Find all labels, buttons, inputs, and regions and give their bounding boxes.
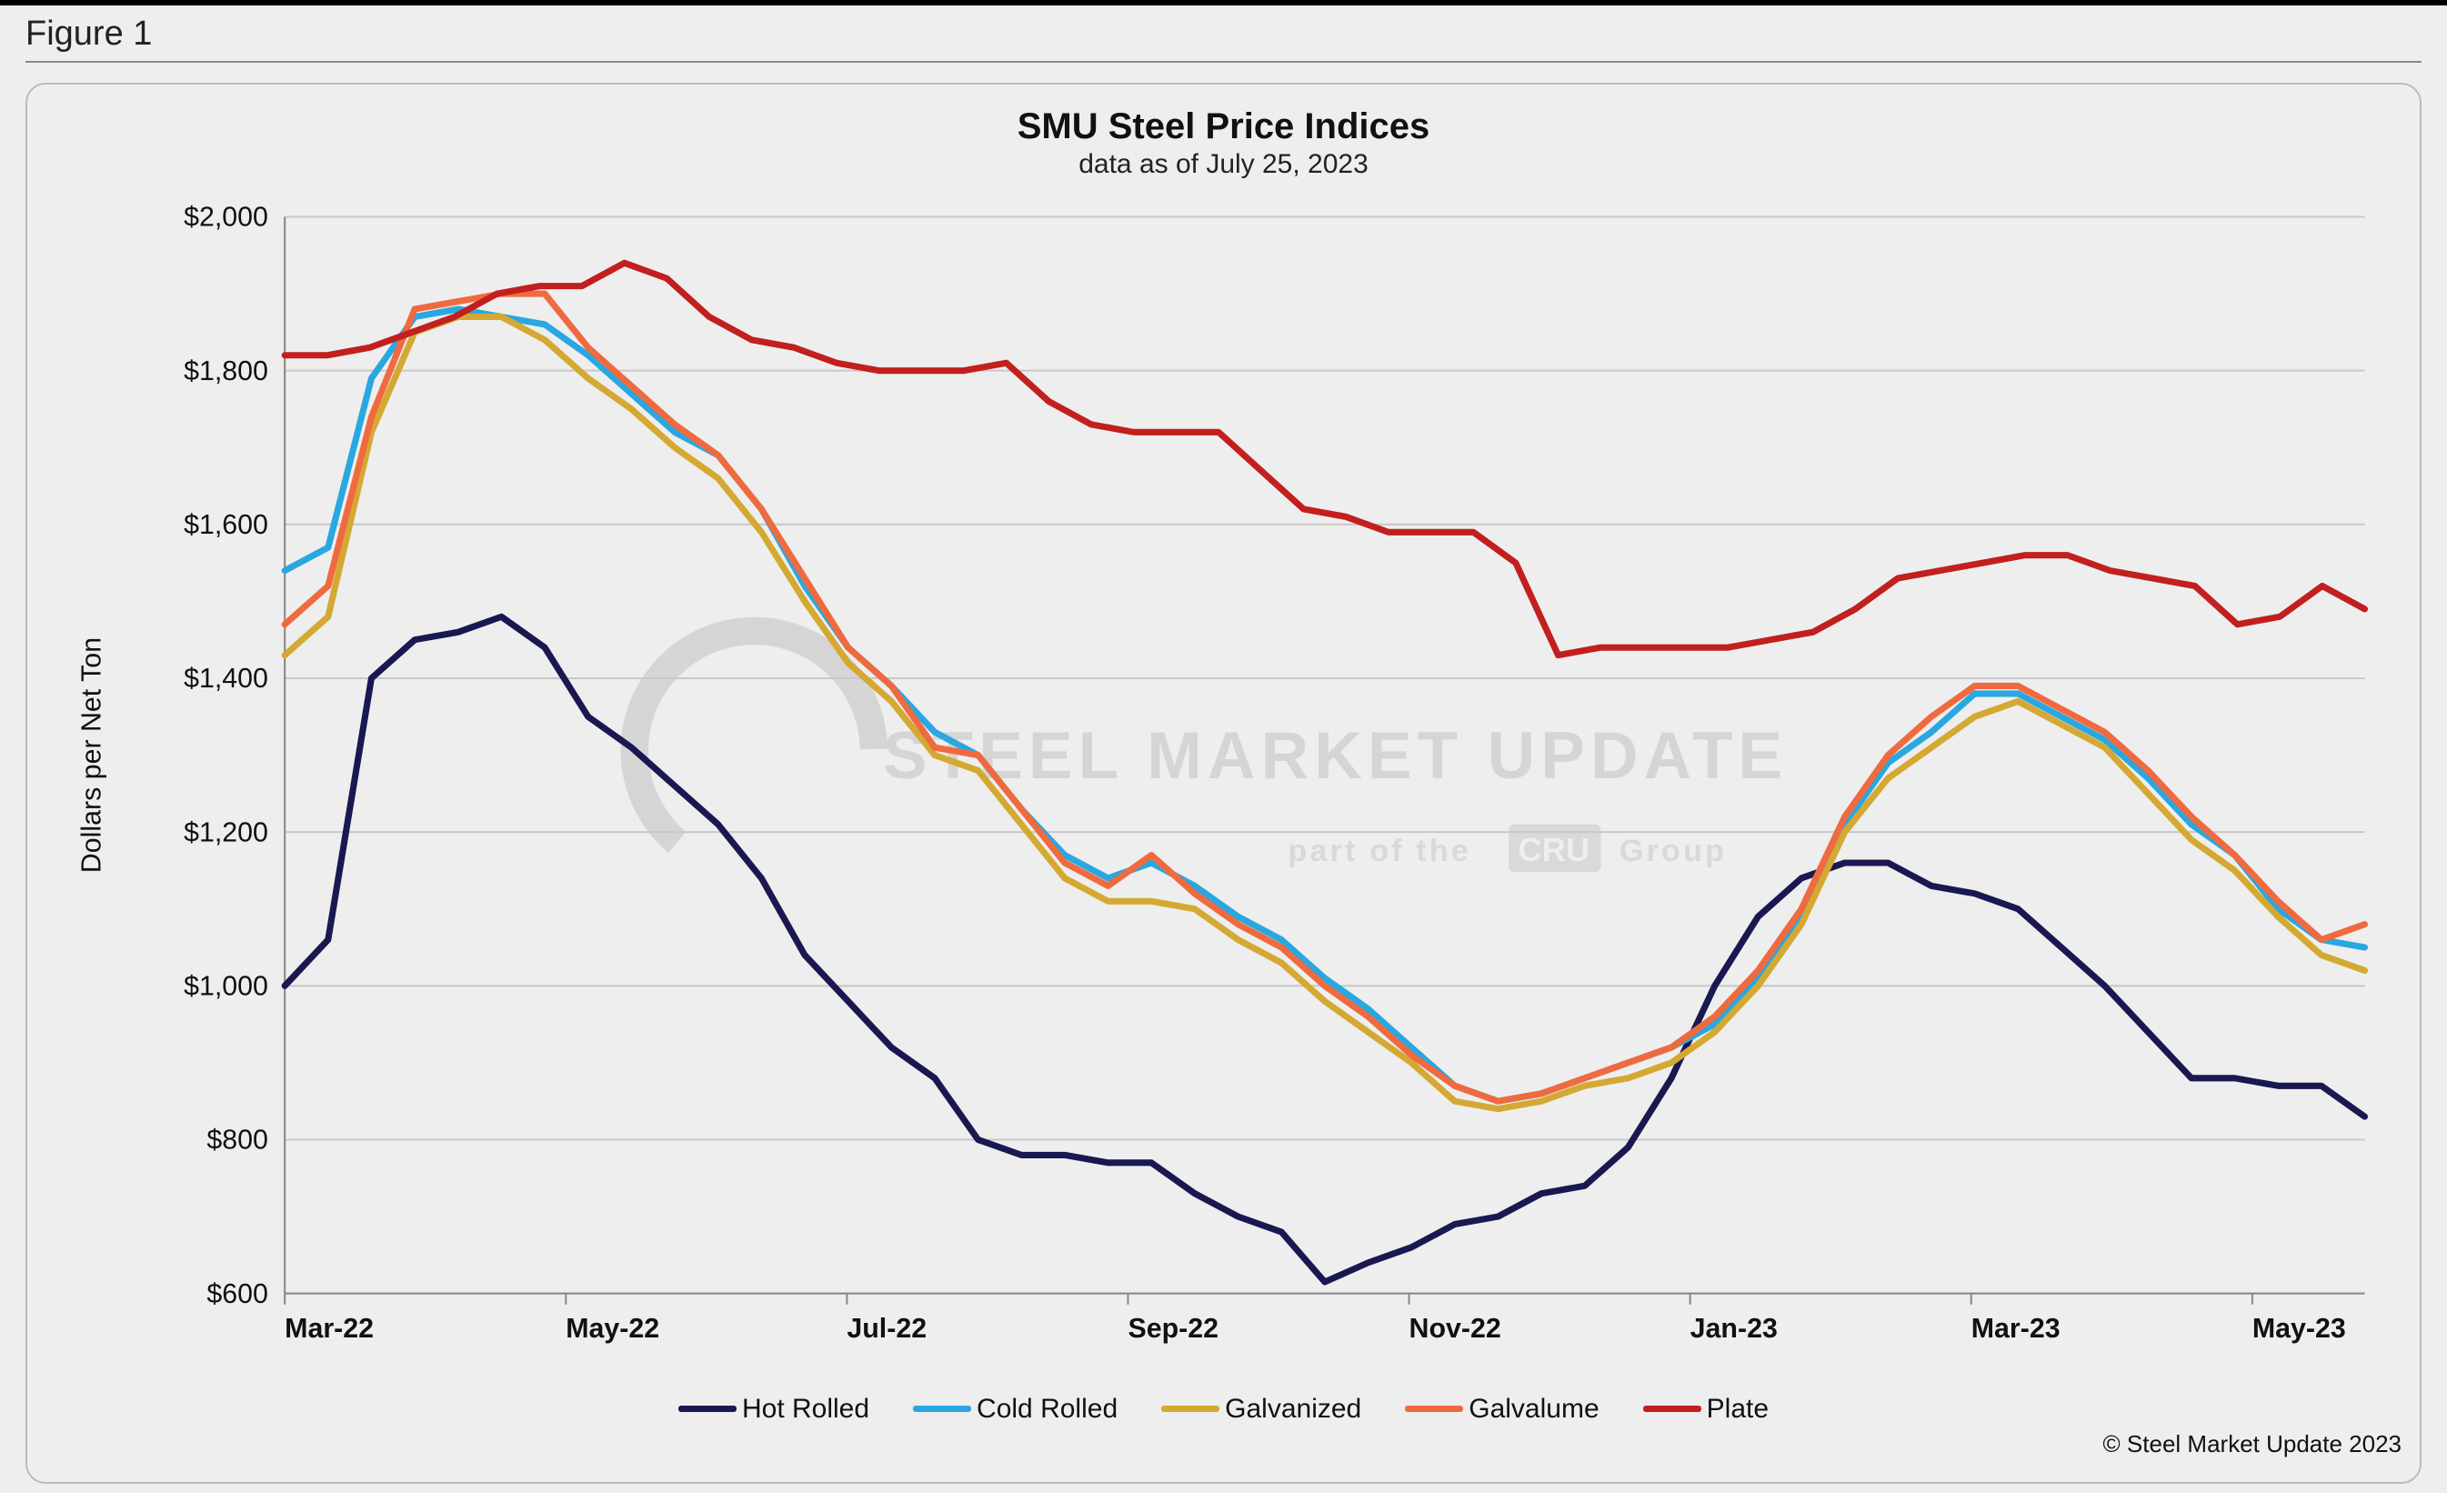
watermark-badge-text: CRU	[1518, 831, 1590, 868]
legend-label: Hot Rolled	[742, 1394, 869, 1425]
y-axis-label: Dollars per Net Ton	[77, 637, 107, 873]
legend-swatch	[1161, 1406, 1219, 1412]
x-tick-label: Jan-23	[1690, 1314, 1778, 1344]
y-tick-label: $600	[206, 1279, 268, 1309]
y-tick-label: $1,000	[184, 971, 268, 1001]
legend-swatch	[678, 1406, 737, 1412]
watermark: STEEL MARKET UPDATE part of the CRU Grou…	[586, 582, 1788, 919]
legend: Hot Rolled Cold Rolled Galvanized Galvalume…	[45, 1394, 2402, 1425]
figure-container: Figure 1 SMU Steel Price Indices data as…	[0, 0, 2447, 1493]
figure-label: Figure 1	[25, 11, 2422, 63]
legend-label: Plate	[1707, 1394, 1769, 1425]
y-tick-label: $800	[206, 1126, 268, 1156]
x-tick-label: Mar-23	[1971, 1314, 2061, 1344]
y-tick-label: $1,400	[184, 664, 268, 694]
legend-item-galvanized: Galvanized	[1161, 1394, 1361, 1425]
chart-title: SMU Steel Price Indices	[45, 106, 2402, 147]
legend-item-galvalume: Galvalume	[1405, 1394, 1599, 1425]
legend-label: Galvalume	[1469, 1394, 1599, 1425]
x-tick-label: Sep-22	[1128, 1314, 1218, 1344]
chart-subtitle: data as of July 25, 2023	[45, 149, 2402, 180]
y-tick-label: $1,200	[184, 817, 268, 847]
line-chart: STEEL MARKET UPDATE part of the CRU Grou…	[45, 180, 2402, 1377]
watermark-line2a: part of the	[1288, 834, 1471, 868]
title-block: SMU Steel Price Indices data as of July …	[45, 106, 2402, 180]
x-tick-label: Mar-22	[285, 1314, 374, 1344]
legend-item-hot-rolled: Hot Rolled	[678, 1394, 869, 1425]
watermark-line2b: Group	[1620, 834, 1727, 868]
legend-label: Galvanized	[1225, 1394, 1361, 1425]
watermark-line1: STEEL MARKET UPDATE	[883, 719, 1788, 793]
legend-item-cold-rolled: Cold Rolled	[913, 1394, 1118, 1425]
y-tick-label: $2,000	[184, 203, 268, 233]
x-tick-label: May-22	[566, 1314, 659, 1344]
x-tick-label: May-23	[2252, 1314, 2346, 1344]
legend-swatch	[1643, 1406, 1701, 1412]
copyright: © Steel Market Update 2023	[45, 1430, 2402, 1458]
x-tick-label: Jul-22	[847, 1314, 927, 1344]
x-axis: Mar-22 May-22 Jul-22 Sep-22 Nov-22 Jan-23 Mar-…	[285, 1294, 2346, 1345]
legend-item-plate: Plate	[1643, 1394, 1769, 1425]
x-tick-label: Nov-22	[1409, 1314, 1501, 1344]
y-axis: $600 $800 $1,000 $1,200 $1,400 $1,600 $1,800 $2…	[184, 203, 268, 1309]
legend-label: Cold Rolled	[977, 1394, 1118, 1425]
y-tick-label: $1,600	[184, 510, 268, 540]
series-plate	[285, 263, 2364, 655]
legend-swatch	[1405, 1406, 1463, 1412]
chart-card: SMU Steel Price Indices data as of July …	[25, 83, 2422, 1484]
y-tick-label: $1,800	[184, 356, 268, 386]
legend-swatch	[913, 1406, 971, 1412]
